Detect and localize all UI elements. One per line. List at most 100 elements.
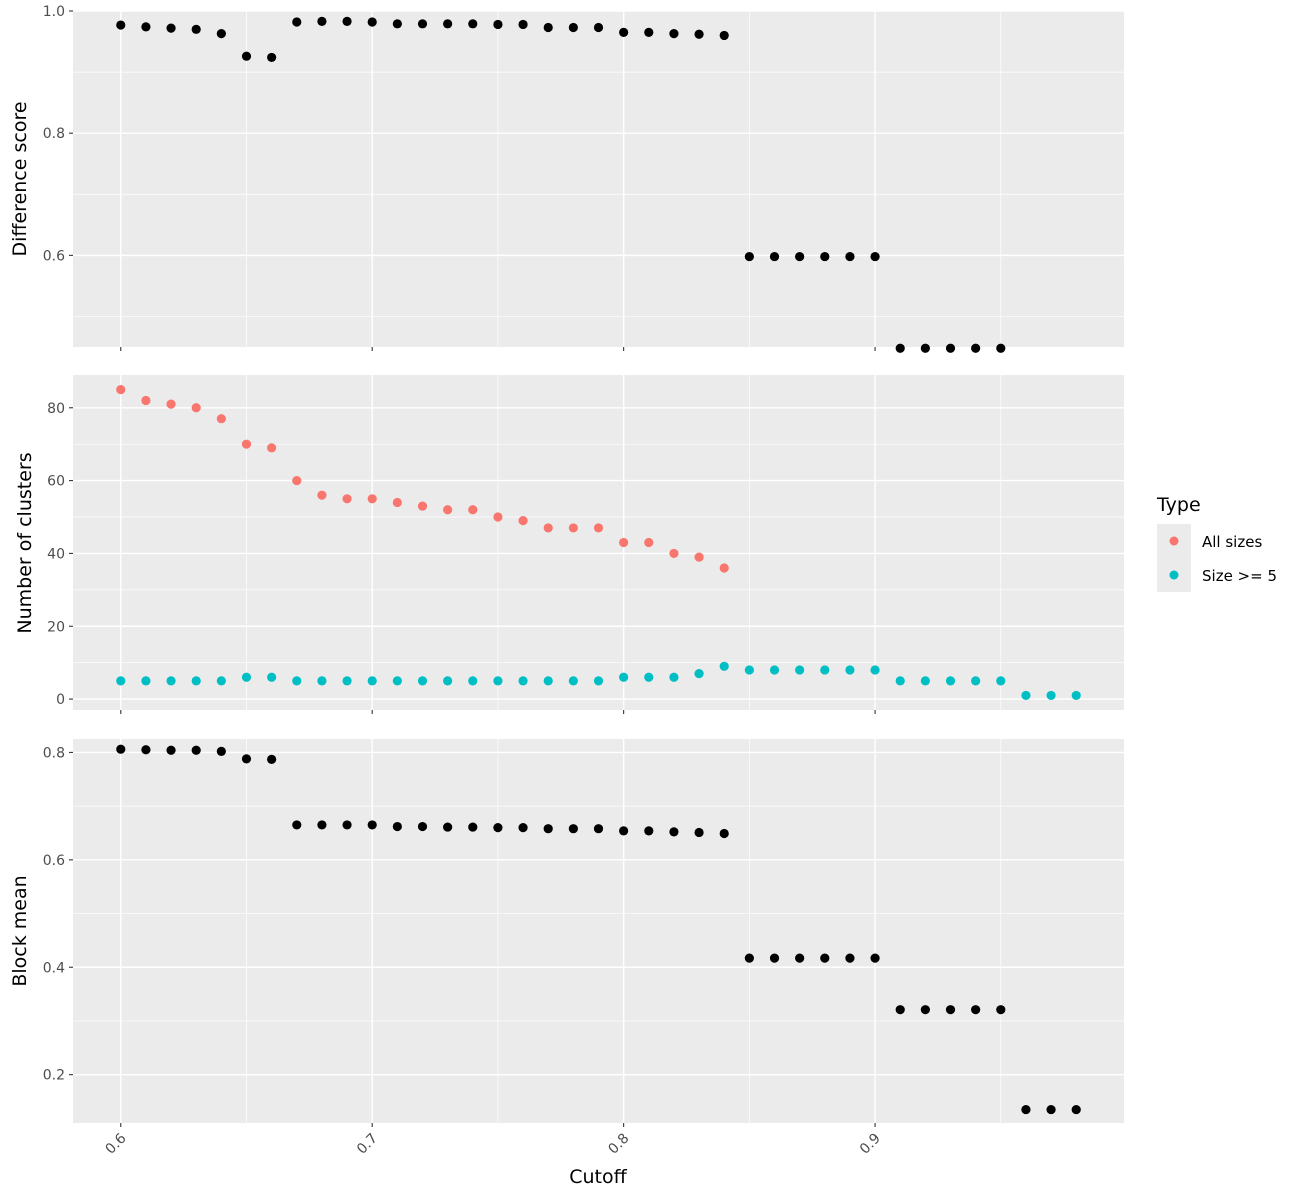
data-point: [744, 251, 754, 262]
x-tick-label: 0.6: [103, 1130, 130, 1157]
data-point: [241, 754, 252, 764]
data-point: [468, 676, 478, 686]
data-point: [719, 661, 729, 671]
data-point: [216, 746, 226, 756]
data-point: [719, 563, 729, 573]
data-point: [417, 19, 428, 29]
data-point: [1071, 1104, 1081, 1115]
data-point: [191, 745, 201, 755]
data-point: [216, 414, 226, 424]
data-point: [191, 676, 201, 686]
data-point: [543, 22, 553, 33]
data-point: [392, 676, 402, 686]
y-tick-label: 0.2: [43, 1068, 65, 1084]
data-point: [191, 403, 201, 413]
data-point: [141, 676, 151, 686]
y-tick-label: 0.8: [43, 745, 65, 761]
data-point: [971, 343, 981, 353]
data-point: [795, 953, 805, 963]
data-point: [116, 384, 126, 395]
data-point: [644, 826, 654, 836]
data-point: [141, 22, 151, 32]
data-point: [292, 676, 302, 686]
data-point: [795, 665, 805, 675]
x-tick-label: 0.7: [354, 1131, 381, 1158]
data-point: [468, 19, 478, 29]
data-point: [996, 1005, 1006, 1015]
data-point: [669, 29, 679, 39]
data-point: [367, 17, 377, 27]
data-point: [468, 822, 478, 832]
data-point: [971, 1005, 981, 1015]
data-point: [116, 20, 126, 30]
data-point: [317, 820, 327, 830]
data-point: [342, 16, 352, 26]
y-axis-title: Difference score: [9, 101, 31, 256]
data-point: [971, 676, 981, 686]
data-point: [644, 672, 654, 682]
data-point: [568, 523, 578, 533]
y-tick-label: 40: [47, 546, 65, 562]
data-point: [593, 22, 604, 33]
data-point: [845, 665, 855, 675]
data-point: [644, 537, 654, 548]
data-point: [493, 512, 503, 522]
series-1: [116, 744, 1081, 1115]
data-point: [568, 676, 578, 686]
x-tick-label: 0.9: [857, 1131, 884, 1158]
data-point: [769, 953, 780, 963]
data-point: [895, 343, 905, 353]
data-point: [593, 523, 604, 533]
data-point: [216, 29, 226, 39]
data-point: [166, 745, 176, 755]
data-point: [292, 17, 302, 27]
data-point: [870, 251, 880, 262]
data-point: [443, 505, 453, 515]
y-tick-label: 80: [47, 401, 65, 417]
data-point: [417, 501, 428, 511]
data-point: [292, 820, 302, 830]
data-point: [996, 676, 1006, 686]
data-point: [241, 439, 252, 449]
legend-dot-size-ge-5: [1169, 570, 1179, 580]
y-tick-label: 20: [47, 619, 65, 635]
data-point: [795, 251, 805, 262]
data-point: [241, 672, 252, 682]
data-point: [845, 953, 855, 963]
data-point: [593, 676, 604, 686]
data-point: [518, 19, 528, 30]
series-1: [116, 16, 1006, 353]
data-point: [191, 24, 201, 34]
series-2: [116, 661, 1081, 701]
data-point: [518, 676, 528, 686]
y-axis-title: Block mean: [9, 875, 31, 986]
data-point: [719, 30, 729, 41]
data-point: [694, 552, 704, 562]
data-point: [267, 443, 277, 453]
data-point: [1021, 690, 1031, 701]
data-point: [141, 745, 151, 755]
data-point: [116, 676, 126, 686]
data-point: [166, 23, 176, 33]
data-point: [593, 824, 604, 834]
data-point: [342, 494, 352, 504]
x-axis-title: Cutoff: [569, 1166, 627, 1188]
data-point: [644, 27, 654, 37]
data-point: [367, 820, 377, 830]
legend-title: Type: [1156, 494, 1201, 516]
data-point: [769, 665, 780, 675]
y-tick-label: 1.0: [43, 4, 65, 20]
data-point: [820, 665, 830, 675]
panel-2: 0 20 40 60 80 Number of clusters: [14, 375, 1124, 714]
data-point: [317, 676, 327, 686]
data-point: [518, 823, 528, 833]
data-point: [241, 51, 252, 61]
series-1: [116, 384, 729, 573]
y-axis-title: Number of clusters: [14, 452, 36, 633]
data-point: [694, 29, 704, 39]
data-point: [820, 953, 830, 963]
data-point: [920, 1005, 930, 1015]
chart-panels: 0.6 0.8 1.0 Difference score 0 20 40 60 80 Number…: [9, 4, 1124, 1158]
data-point: [945, 1005, 956, 1015]
